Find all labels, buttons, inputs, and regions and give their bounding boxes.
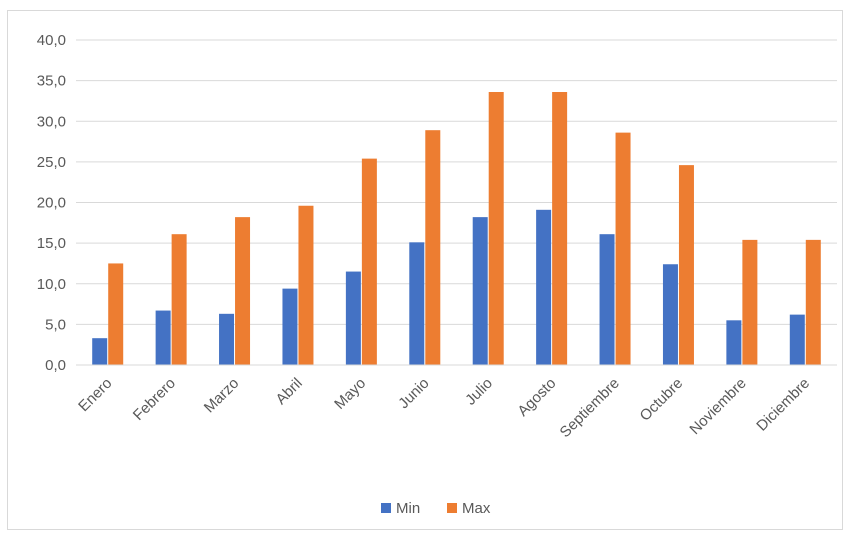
bar-max-agosto (552, 92, 568, 365)
legend-swatch-min (381, 503, 391, 513)
bar-max-noviembre (742, 239, 758, 365)
x-tick-label: Junio (395, 375, 432, 412)
x-tick-label: Febrero (130, 375, 179, 424)
bar-max-octubre (678, 165, 694, 365)
legend-label-min: Min (396, 500, 420, 517)
gridlines (76, 39, 837, 325)
legend-swatch-max (447, 503, 457, 513)
bar-min-mayo (345, 271, 361, 365)
x-tick-label: Abril (273, 375, 306, 408)
bar-min-junio (409, 242, 425, 365)
bar-max-mayo (361, 158, 377, 365)
x-tick-label: Diciembre (753, 375, 813, 435)
x-tick-label: Noviembre (686, 375, 749, 438)
bar-min-septiembre (599, 234, 615, 365)
y-axis-tick-labels: 0,0 5,0 10,0 15,0 20,0 25,0 30,0 35,0 40,0 (37, 32, 66, 374)
bar-max-enero (108, 263, 124, 365)
bar-min-julio (472, 217, 488, 365)
bar-min-marzo (219, 313, 235, 365)
x-tick-label: Enero (75, 375, 115, 415)
x-tick-label: Septiembre (557, 375, 623, 441)
y-tick-label: 15,0 (37, 235, 66, 252)
bar-min-abril (282, 288, 298, 365)
bar-max-julio (488, 92, 504, 365)
bar-max-junio (425, 130, 441, 365)
legend: Min Max (381, 500, 491, 517)
bars (92, 92, 821, 365)
x-tick-label: Octubre (637, 375, 687, 425)
bar-min-noviembre (726, 320, 742, 365)
legend-label-max: Max (462, 500, 491, 517)
bar-max-septiembre (615, 132, 631, 365)
x-tick-label: Julio (462, 375, 496, 409)
bar-min-octubre (662, 264, 678, 365)
bar-min-diciembre (789, 314, 805, 365)
bar-max-abril (298, 205, 314, 365)
y-tick-label: 25,0 (37, 154, 66, 171)
y-tick-label: 5,0 (45, 316, 66, 333)
x-tick-label: Marzo (201, 375, 242, 416)
y-tick-label: 30,0 (37, 113, 66, 130)
y-tick-label: 40,0 (37, 32, 66, 49)
bar-min-agosto (536, 209, 552, 365)
chart-area (7, 10, 843, 530)
y-tick-label: 10,0 (37, 276, 66, 293)
y-tick-label: 20,0 (37, 195, 66, 212)
x-tick-label: Agosto (514, 375, 559, 420)
bar-max-febrero (171, 234, 187, 365)
bar-min-enero (92, 338, 108, 365)
y-tick-label: 0,0 (45, 357, 66, 374)
x-axis-tick-labels: Enero Febrero Marzo Abril Mayo Junio Julio Agos… (75, 375, 813, 441)
bar-min-febrero (155, 310, 171, 365)
bar-max-diciembre (805, 239, 821, 365)
bar-max-marzo (235, 217, 251, 365)
y-tick-label: 35,0 (37, 73, 66, 90)
x-tick-label: Mayo (331, 375, 369, 413)
